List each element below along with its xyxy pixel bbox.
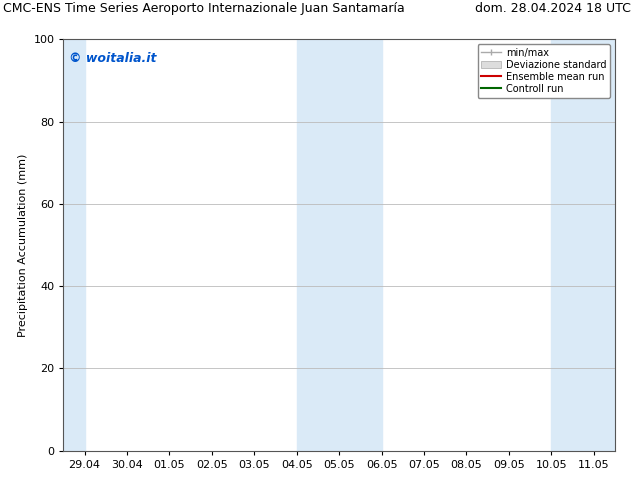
Legend: min/max, Deviazione standard, Ensemble mean run, Controll run: min/max, Deviazione standard, Ensemble m…	[477, 44, 610, 98]
Bar	[63, 39, 84, 451]
Bar	[552, 39, 615, 451]
Bar	[339, 39, 382, 451]
Bar	[297, 39, 339, 451]
Y-axis label: Precipitation Accumulation (mm): Precipitation Accumulation (mm)	[18, 153, 28, 337]
Text: dom. 28.04.2024 18 UTC: dom. 28.04.2024 18 UTC	[475, 2, 631, 16]
Text: CMC-ENS Time Series Aeroporto Internazionale Juan Santamaría: CMC-ENS Time Series Aeroporto Internazio…	[3, 2, 405, 16]
Text: © woitalia.it: © woitalia.it	[69, 51, 157, 65]
